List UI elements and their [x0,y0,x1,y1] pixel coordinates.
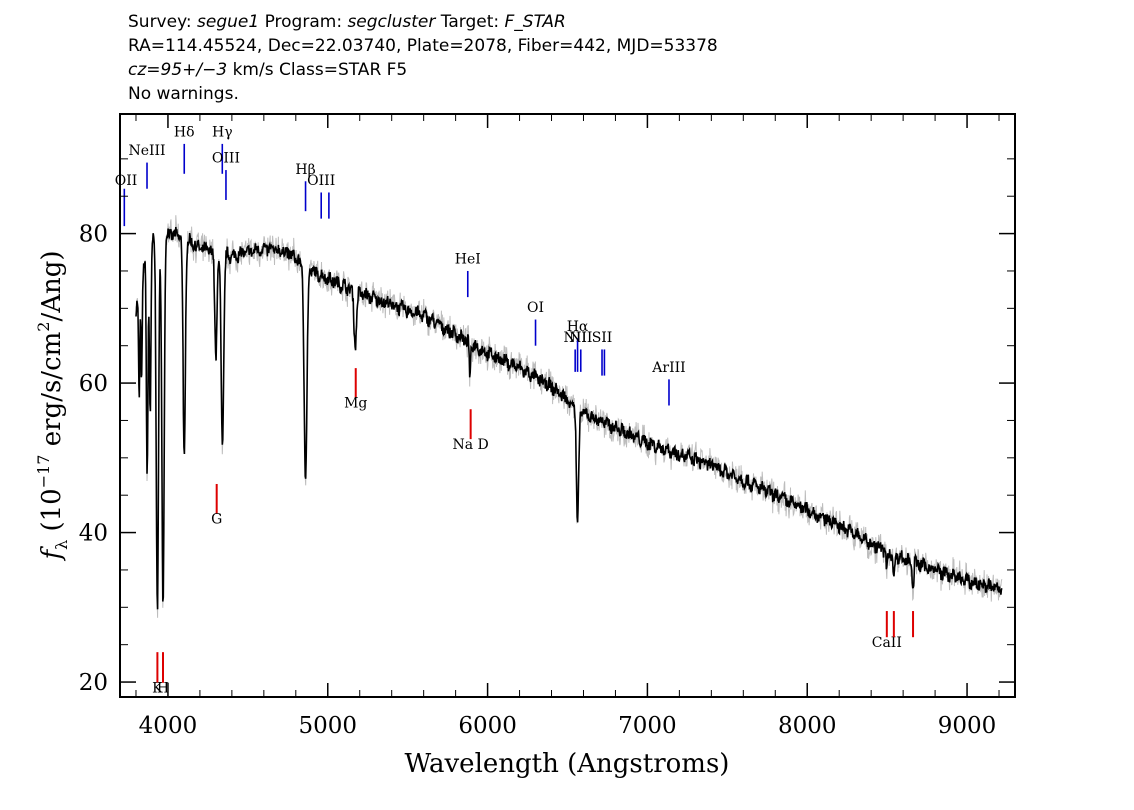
y-tick-label: 20 [79,670,108,696]
error-spectrum-line [136,215,1002,618]
x-tick-label: 5000 [298,713,357,739]
line-marker-layer: OIINeIIIHδHγOIIIHβOIIIHeIOINIIHαNIISIIAr… [115,124,913,696]
y-tick-label: 80 [79,222,108,248]
line-marker-label: OII [115,173,138,189]
line-marker-label: Hδ [174,124,195,140]
line-marker-label: CaII [872,635,902,651]
line-marker-label: ArIII [651,360,685,376]
x-tick-label: 8000 [778,713,837,739]
y-tick-label: 60 [79,371,108,397]
x-tick-label: 7000 [618,713,677,739]
line-marker-label: OI [527,300,544,316]
line-marker-label: Hγ [212,124,233,140]
x-axis-label: Wavelength (Angstroms) [405,749,730,779]
line-marker-label: Mg [344,396,367,412]
line-marker-label: NII [569,330,592,346]
error-band-layer [136,215,1002,618]
line-marker-label: G [211,512,222,528]
line-marker-label: NeIII [128,143,165,159]
line-marker-label: OIII [307,173,335,189]
y-tick-label: 40 [79,521,108,547]
y-axis-label: fλ (10−17 erg/s/cm2/Ang) [34,250,71,561]
x-tick-label: 4000 [139,713,198,739]
x-tick-label: 9000 [938,713,997,739]
line-marker-label: Na D [453,437,489,453]
line-marker-label: OIII [212,151,240,167]
line-marker-label: HeI [455,251,481,267]
x-tick-label: 6000 [458,713,517,739]
line-marker-label: SII [592,330,613,346]
